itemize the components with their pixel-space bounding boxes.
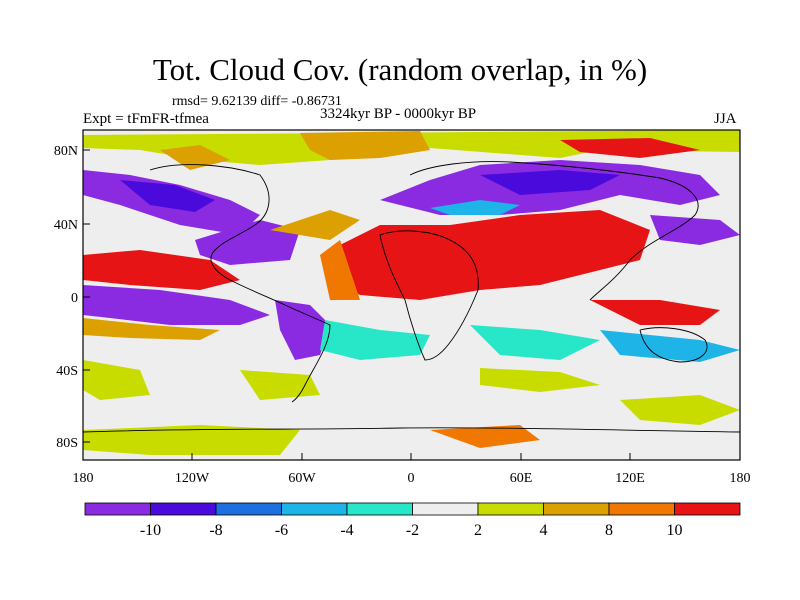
colorbar-label: 10 xyxy=(667,522,683,539)
stats-text: rmsd= 9.62139 diff= -0.86731 xyxy=(172,94,342,109)
lon-tick-label: 60E xyxy=(510,471,533,486)
colorbar-box xyxy=(412,502,479,516)
colorbar-box xyxy=(477,502,544,516)
season-label: JJA xyxy=(714,111,737,127)
colorbar-label: -10 xyxy=(140,522,161,539)
lat-tick-label: 40N xyxy=(54,218,78,233)
lat-tick-label: 40S xyxy=(56,364,78,379)
lon-tick-label: 180 xyxy=(73,471,94,486)
lat-tick-label: 80S xyxy=(56,436,78,451)
colorbar-box xyxy=(215,502,282,516)
colorbar-label: 4 xyxy=(540,522,548,539)
colorbar-box xyxy=(346,502,413,516)
colorbar-boxes xyxy=(84,502,741,516)
colorbar-box xyxy=(674,502,741,516)
lat-tick-label: 80N xyxy=(54,144,78,159)
cloud-anomaly-field xyxy=(83,130,740,460)
colorbar-labels: -10 -8 -6 -4 -2 2 4 8 10 xyxy=(140,522,683,539)
colorbar-label: -4 xyxy=(340,522,353,539)
longitude-ticks: 180 120W 60W 0 60E 120E 180 xyxy=(73,453,751,486)
lat-tick-label: 0 xyxy=(71,291,78,306)
period-text: 3324kyr BP - 0000kyr BP xyxy=(320,106,477,122)
experiment-label: Expt = tFmFR-tfmea xyxy=(83,111,209,127)
colorbar-box xyxy=(543,502,610,516)
colorbar-box xyxy=(281,502,348,516)
lon-tick-label: 180 xyxy=(730,471,751,486)
lon-tick-label: 120W xyxy=(175,471,210,486)
coastlines xyxy=(83,161,740,433)
colorbar-label: -6 xyxy=(275,522,288,539)
latitude-ticks: 80N 40N 0 40S 80S xyxy=(54,144,90,451)
colorbar-label: -2 xyxy=(406,522,419,539)
map-title: Tot. Cloud Cov. (random overlap, in %) xyxy=(152,52,648,87)
colorbar-label: -8 xyxy=(209,522,222,539)
colorbar-box xyxy=(84,502,151,516)
lon-tick-label: 60W xyxy=(288,471,316,486)
colorbar-label: 8 xyxy=(605,522,613,539)
colorbar-box xyxy=(150,502,217,516)
colorbar-box xyxy=(608,502,675,516)
lon-tick-label: 0 xyxy=(408,471,415,486)
colorbar-label: 2 xyxy=(474,522,482,539)
lon-tick-label: 120E xyxy=(615,471,645,486)
